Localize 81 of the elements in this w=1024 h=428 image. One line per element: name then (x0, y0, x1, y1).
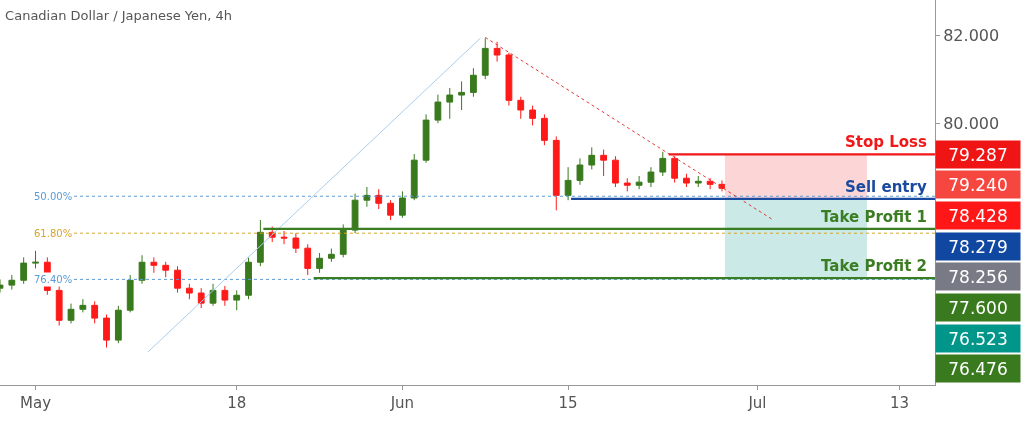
series-label: Take Profit 2 (821, 257, 928, 275)
candlestick (529, 105, 536, 126)
candlestick (517, 96, 525, 120)
candlestick (245, 256, 252, 300)
candlestick (647, 166, 655, 188)
candlestick (434, 94, 442, 124)
candlestick (387, 199, 394, 221)
candlestick (138, 254, 146, 285)
candlestick (422, 113, 430, 164)
candlestick (671, 155, 679, 184)
candlestick (233, 289, 241, 311)
x-tick-label: May (20, 394, 52, 412)
x-tick-label: 13 (889, 394, 910, 412)
text: 78.428 (948, 205, 1008, 226)
series-label: 61.80% (34, 228, 73, 239)
candlestick (588, 146, 596, 170)
series-label: 50.00% (34, 191, 73, 202)
candlestick (91, 300, 99, 324)
candlestick (221, 285, 229, 307)
y-tick-label: 82.000 (943, 25, 1000, 45)
series-label: 76.40% (34, 274, 73, 285)
text: 79.287 (948, 144, 1008, 165)
candlestick (209, 283, 217, 307)
x-tick-label: Jul (747, 394, 767, 412)
candlestick (470, 67, 477, 98)
candlestick (458, 80, 465, 111)
candlestick (8, 274, 16, 291)
candlestick (552, 135, 560, 211)
candlestick (564, 166, 572, 201)
candlestick (410, 153, 418, 201)
candlestick (185, 283, 193, 300)
candlestick (197, 287, 205, 309)
text: Canadian Dollar / Japanese Yen, 4h (5, 7, 233, 23)
candlestick (103, 314, 110, 349)
candlestick (635, 175, 643, 190)
candlestick (292, 232, 300, 254)
x-tick-label: 18 (227, 394, 247, 412)
x-tick-label: Jun (389, 394, 415, 412)
candlestick (399, 190, 406, 219)
candlestick (126, 274, 134, 313)
candlestick (505, 52, 513, 107)
x-tick-label: 15 (558, 394, 578, 412)
candlestick (150, 256, 158, 274)
series-label: Stop Loss (845, 133, 928, 151)
candlestick (363, 186, 371, 208)
candlestick (79, 298, 87, 313)
candlestick (174, 265, 181, 294)
text: 78.256 (948, 266, 1008, 287)
candlestick (493, 41, 501, 63)
candlestick (600, 149, 608, 177)
candlestick (541, 113, 548, 146)
series-label: Take Profit 1 (821, 208, 928, 226)
text: 79.240 (948, 174, 1008, 195)
candlestick (162, 261, 170, 278)
candlestick (481, 37, 489, 80)
candlestick (694, 175, 702, 188)
candlestick (20, 256, 28, 285)
text: 78.279 (948, 236, 1008, 257)
candlestick (316, 252, 323, 274)
y-tick-label: 80.000 (943, 113, 1000, 133)
candlestick (55, 285, 63, 327)
candlestick (280, 230, 288, 245)
text: 76.523 (948, 328, 1008, 349)
candlestick (623, 177, 631, 192)
candlestick (576, 157, 584, 186)
candlestick (706, 177, 714, 190)
candlestick (114, 305, 122, 344)
candlestick (327, 248, 335, 263)
series-label: Sell entry (845, 178, 927, 196)
candlestick (659, 151, 667, 177)
text: 76.476 (948, 358, 1008, 379)
candlestick (67, 303, 75, 324)
candlestick (304, 243, 312, 276)
text: 77.600 (948, 297, 1008, 318)
candlestick (718, 179, 726, 192)
candlestick (256, 219, 264, 267)
candlestick (375, 188, 383, 210)
candlestick (32, 250, 39, 269)
candlestick (612, 155, 619, 188)
candlestick (446, 87, 454, 120)
candlestick (683, 173, 690, 188)
